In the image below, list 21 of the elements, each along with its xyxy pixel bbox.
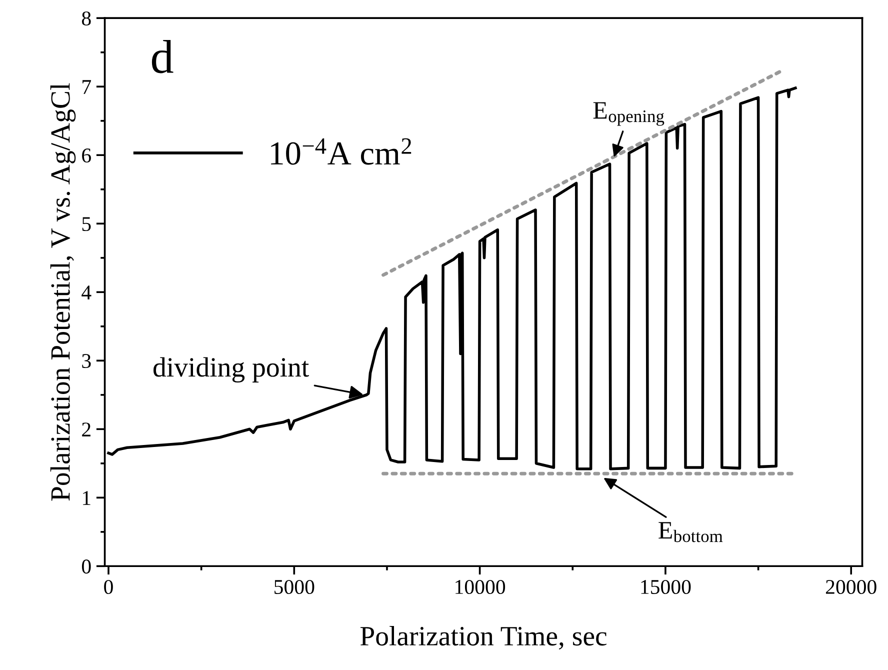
y-tick-label: 1: [83, 491, 90, 505]
y-tick-label: 4: [82, 286, 92, 300]
y-axis-title: Polarization Potential, V vs. Ag/AgCl: [50, 83, 76, 501]
annotation: E$_{bottom}$: [658, 522, 723, 542]
x-axis-title: Polarization Time, sec: [360, 626, 607, 650]
y-tick-label: 8: [82, 11, 91, 26]
legend-label: 10$^{−4}$A cm$^{2}$: [271, 138, 412, 165]
y-tick-label: 2: [82, 422, 90, 436]
annotation: d: [152, 40, 174, 74]
y-tick-label: 7: [82, 80, 91, 94]
x-tick-label: 10000: [456, 580, 506, 594]
x-tick-label: 5000: [274, 580, 314, 594]
x-tick-label: 0: [104, 580, 113, 594]
y-tick-label: 6: [82, 148, 91, 163]
x-tick-label: 15000: [641, 580, 691, 594]
annotation: E$_{opening}$: [593, 102, 664, 126]
y-tick-label: 3: [82, 354, 91, 368]
y-tick-label: 5: [82, 217, 91, 232]
y-tick-label: 0: [82, 560, 91, 574]
x-tick-label: 20000: [826, 580, 876, 594]
annotation: dividing point: [154, 357, 309, 383]
